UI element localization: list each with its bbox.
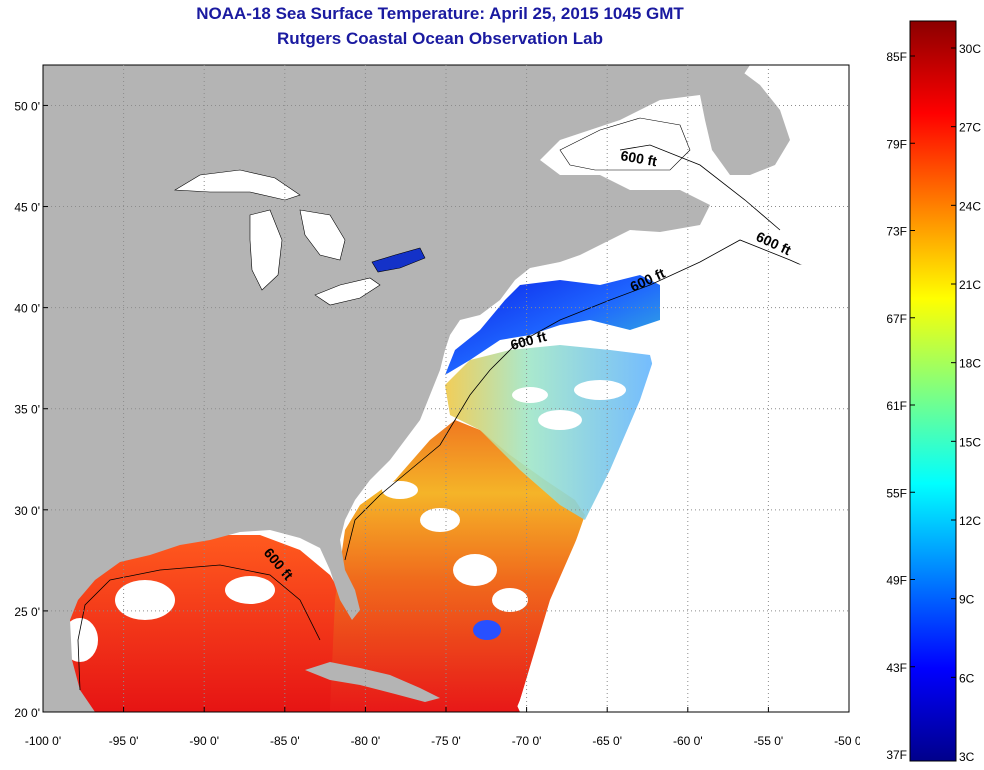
lat-tick-label: 45 0' [14,201,40,215]
lon-tick-label: -50 0' [834,734,860,748]
lon-tick-label: -100 0' [25,734,61,748]
celsius-tick-label: 27C [959,121,981,135]
celsius-tick-label: 24C [959,199,981,213]
map-title: NOAA-18 Sea Surface Temperature: April 2… [196,4,684,23]
lat-tick-label: 25 0' [14,605,40,619]
fahrenheit-tick-label: 67F [886,312,907,326]
axis-tick-labels: -100 0' -95 0' -90 0' -85 0' -80 0' -75 0' -70… [14,99,860,748]
north-america-land [43,65,750,712]
celsius-tick-label: 9C [959,593,975,607]
colorbar: 85F 79F 73F 67F 61F 55F 49F 43F 37F 30C 27C 24C 21C… [886,20,981,764]
celsius-tick-label: 18C [959,357,981,371]
lon-tick-label: -90 0' [189,734,219,748]
fahrenheit-tick-label: 85F [886,50,907,64]
fahrenheit-tick-label: 61F [886,399,907,413]
lat-tick-label: 40 0' [14,302,40,316]
depth-contour-lines [77,144,836,691]
contour-label: 600 ft [619,147,658,169]
fahrenheit-tick-label: 55F [886,486,907,500]
st-lawrence-gulf [559,117,691,171]
fahrenheit-tick-label: 37F [886,748,907,762]
lat-tick-label: 30 0' [14,504,40,518]
graticule [42,65,850,713]
fahrenheit-tick-label: 79F [886,137,907,151]
lon-tick-label: -55 0' [754,734,784,748]
celsius-tick-label: 6C [959,671,975,685]
celsius-ticks: 30C 27C 24C 21C 18C 15C 12C 9C 6C 3C [951,42,981,764]
lon-tick-label: -65 0' [592,734,622,748]
cuba-land [305,662,440,702]
map-subtitle: Rutgers Coastal Ocean Observation Lab [277,29,603,48]
lat-tick-label: 50 0' [14,99,40,113]
fahrenheit-ticks: 85F 79F 73F 67F 61F 55F 49F 43F 37F [886,50,915,762]
fahrenheit-tick-label: 49F [886,574,907,588]
celsius-tick-label: 12C [959,514,981,528]
lon-tick-label: -85 0' [270,734,300,748]
colorbar-strip [909,20,957,762]
celsius-tick-label: 21C [959,278,981,292]
lat-tick-label: 35 0' [14,403,40,417]
lat-tick-label: 20 0' [14,706,40,720]
great-lakes [174,169,426,306]
northeast-cold-water [445,275,660,375]
swath-edge-blank [520,260,849,712]
newfoundland-land [700,70,790,175]
cold-pocket [473,620,501,640]
lon-tick-label: -75 0' [431,734,461,748]
lon-tick-label: -60 0' [673,734,703,748]
celsius-tick-label: 30C [959,42,981,56]
fahrenheit-tick-label: 73F [886,225,907,239]
sst-map: 600 ft 600 ft 600 ft 600 ft 600 ft -100 … [14,64,860,748]
lon-tick-label: -95 0' [109,734,139,748]
celsius-tick-label: 3C [959,750,975,764]
lon-tick-label: -80 0' [351,734,381,748]
celsius-tick-label: 15C [959,435,981,449]
lon-tick-label: -70 0' [512,734,542,748]
fahrenheit-tick-label: 43F [886,661,907,675]
